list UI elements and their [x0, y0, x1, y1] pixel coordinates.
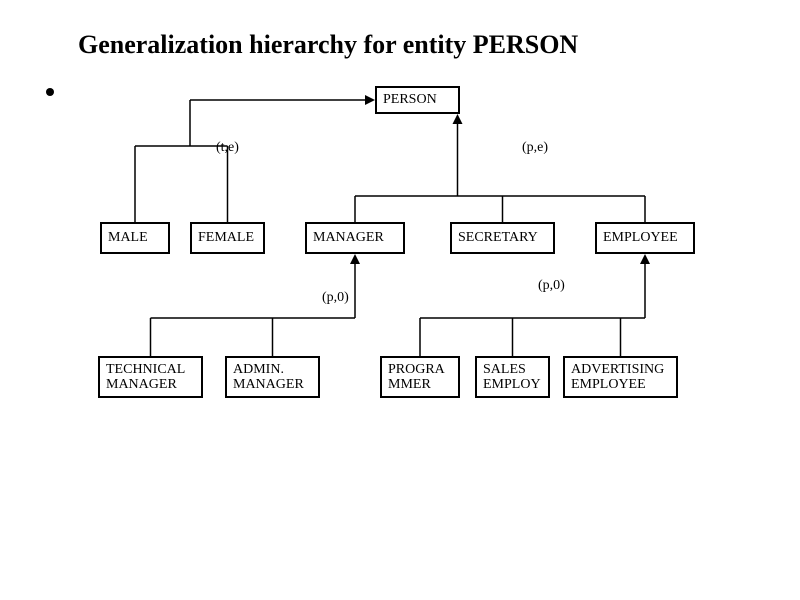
edge-label: (p,0)	[322, 290, 349, 306]
node-employee: EMPLOYEE	[595, 222, 695, 254]
node-person: PERSON	[375, 86, 460, 114]
edge-label: (p,e)	[522, 140, 548, 156]
edge-label: (t,e)	[216, 140, 239, 156]
node-salesemp: SALESEMPLOY	[475, 356, 550, 398]
node-male: MALE	[100, 222, 170, 254]
node-manager: MANAGER	[305, 222, 405, 254]
node-female: FEMALE	[190, 222, 265, 254]
node-techmgr: TECHNICALMANAGER	[98, 356, 203, 398]
node-secretary: SECRETARY	[450, 222, 555, 254]
node-advemp: ADVERTISINGEMPLOYEE	[563, 356, 678, 398]
node-adminmgr: ADMIN.MANAGER	[225, 356, 320, 398]
edge-label: (p,0)	[538, 278, 565, 294]
node-programmer: PROGRAMMER	[380, 356, 460, 398]
